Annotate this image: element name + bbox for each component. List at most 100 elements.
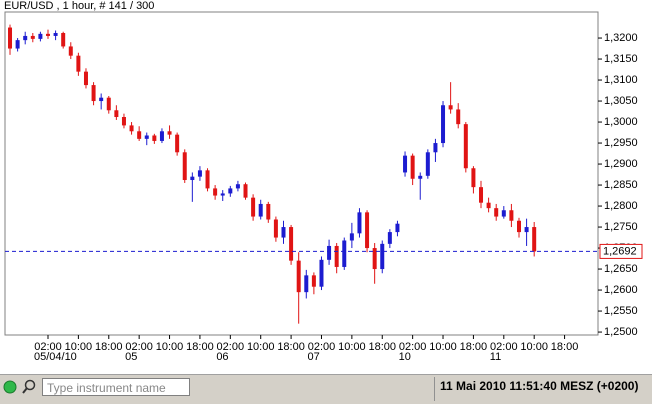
candle-body (327, 245, 332, 260)
date-label: 10 (399, 351, 411, 363)
candle-body (228, 188, 233, 194)
candle-body (190, 176, 195, 181)
candle-body (8, 27, 13, 49)
date-label: 07 (307, 351, 319, 363)
candle-body (516, 220, 521, 233)
candle-body (281, 227, 286, 238)
date-label: 11 (490, 351, 501, 363)
clock: 11 Mai 2010 11:51:40 MESZ (+0200) (440, 379, 638, 393)
status-bar: Type instrument name 11 Mai 2010 11:51:4… (0, 374, 652, 404)
candle-body (486, 202, 491, 209)
x-tick-label: 02:00 (490, 341, 518, 353)
candle-body (395, 223, 400, 233)
candle-body (289, 227, 294, 261)
x-tick-label: 10:00 (338, 341, 366, 353)
candle-body (479, 187, 484, 203)
candle-body (91, 85, 96, 102)
x-tick-label: 02:00 (125, 341, 153, 353)
x-tick-label: 02:00 (217, 341, 245, 353)
candle-body (83, 71, 88, 86)
y-tick-label: 1,2550 (604, 305, 638, 317)
date-label: 05/04/10 (34, 351, 77, 363)
candle-body (509, 210, 514, 221)
candle-body (410, 155, 415, 179)
y-tick-label: 1,3000 (604, 116, 638, 128)
candle-body (258, 203, 263, 217)
candle-body (372, 248, 377, 270)
candle-body (456, 109, 461, 125)
candle-body (243, 184, 248, 198)
candle-body (349, 233, 354, 241)
candle-body (334, 245, 339, 267)
candle-body (494, 208, 499, 217)
candle-body (387, 232, 392, 244)
candle-body (213, 188, 218, 196)
y-tick-label: 1,2600 (604, 284, 638, 296)
y-tick-label: 1,2950 (604, 137, 638, 149)
candle-body (99, 97, 104, 102)
candle-body (380, 243, 385, 270)
candle-body (251, 197, 256, 217)
last-price-box (599, 243, 643, 259)
candle-body (137, 131, 142, 139)
x-tick-label: 18:00 (186, 341, 214, 353)
candle-body (296, 260, 301, 293)
y-tick-label: 1,3150 (604, 53, 638, 65)
x-tick-label: 02:00 (399, 341, 427, 353)
chart-title: EUR/USD , 1 hour, # 141 / 300 (4, 0, 154, 12)
y-tick-label: 1,3200 (604, 32, 638, 44)
candle-body (433, 143, 438, 153)
candle-body (106, 97, 111, 111)
candle-body (53, 33, 58, 36)
candle-body (76, 55, 81, 72)
candle-body (471, 168, 476, 188)
candle-body (425, 152, 430, 176)
candle-body (197, 170, 202, 177)
icons (3, 379, 36, 394)
x-tick-label: 18:00 (551, 341, 579, 353)
candle-body (61, 33, 66, 47)
candle-body (418, 175, 423, 179)
instrument-search[interactable]: Type instrument name (42, 378, 190, 396)
date-label: 05 (125, 351, 137, 363)
x-tick-label: 02:00 (308, 341, 336, 353)
timezone: MESZ (+0200) (560, 379, 639, 393)
plot-frame (4, 11, 599, 336)
search-icon[interactable] (24, 379, 36, 391)
datetime: 11 Mai 2010 11:51:40 (440, 379, 557, 393)
x-tick-label: 18:00 (277, 341, 305, 353)
candle-body (129, 125, 134, 132)
candle-body (524, 227, 529, 233)
y-tick-label: 1,2850 (604, 179, 638, 191)
candle-body (68, 46, 73, 56)
candle-body (205, 170, 210, 189)
chart: EUR/USD , 1 hour, # 141 / 300 1,2500 1,25… (0, 0, 652, 374)
candle-body (266, 203, 271, 220)
candle-body (342, 240, 347, 267)
candle-body (463, 124, 468, 169)
candle-body (152, 135, 157, 141)
candle-body (532, 227, 537, 252)
y-tick-label: 1,3100 (604, 74, 638, 86)
y-tick-label: 1,2500 (604, 326, 638, 338)
candle-body (182, 152, 187, 181)
y-tick-label: 1,2800 (604, 200, 638, 212)
search-icon-handle (22, 387, 28, 394)
candle-body (501, 210, 506, 217)
separator (434, 377, 435, 401)
candle-body (30, 35, 35, 39)
y-tick-label: 1,2650 (604, 263, 638, 275)
candle-body (448, 105, 453, 110)
candle-body (45, 33, 50, 36)
x-tick-label: 02:00 (34, 341, 62, 353)
candle-body (23, 35, 28, 41)
candle-body (15, 40, 20, 49)
candle-body (235, 184, 240, 189)
candle-body (365, 212, 370, 249)
date-label: 06 (216, 351, 228, 363)
candle-body (220, 193, 225, 196)
candle-body (311, 275, 316, 287)
candle-body (114, 110, 119, 118)
x-tick-label: 18:00 (368, 341, 396, 353)
